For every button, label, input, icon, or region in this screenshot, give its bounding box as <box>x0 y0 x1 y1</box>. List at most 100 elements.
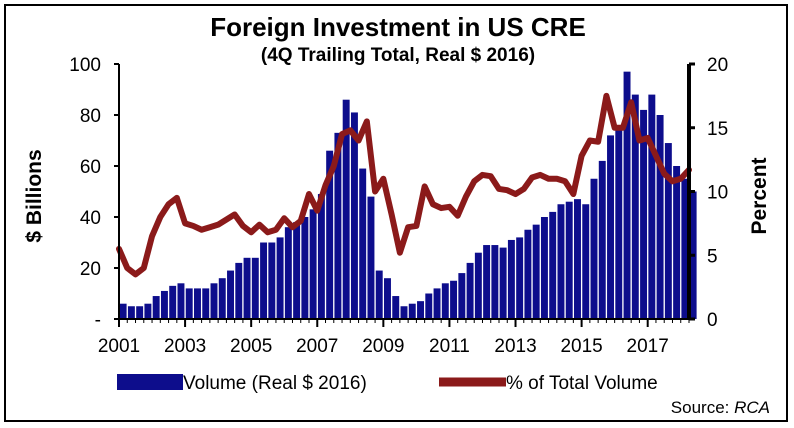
x-tick-label: 2017 <box>627 336 669 357</box>
axes <box>114 62 695 327</box>
volume-bar <box>284 227 292 319</box>
chart-frame: Foreign Investment in US CRE (4Q Trailin… <box>4 4 788 422</box>
volume-bar <box>450 280 458 319</box>
volume-bar <box>598 160 606 319</box>
volume-bar <box>557 204 565 319</box>
volume-bar <box>227 270 234 319</box>
volume-bar <box>607 135 614 319</box>
x-tick-label: 2009 <box>362 336 404 357</box>
volume-bar <box>144 303 152 319</box>
legend-volume-swatch <box>117 374 183 390</box>
volume-bar <box>400 306 408 319</box>
volume-bar <box>549 211 557 319</box>
volume-bar <box>326 150 334 319</box>
volume-bar <box>350 112 358 319</box>
chart-title: Foreign Investment in US CRE <box>210 12 586 42</box>
volume-bar <box>309 209 317 319</box>
volume-bar <box>334 132 342 319</box>
right-tick-label: 20 <box>707 55 728 76</box>
volume-bar <box>169 285 177 319</box>
volume-bar <box>367 196 375 319</box>
volume-bar <box>317 194 325 319</box>
volume-bar <box>582 204 590 319</box>
volume-bar <box>235 262 243 319</box>
x-tick-label: 2001 <box>98 336 140 357</box>
percent-line-group <box>116 92 692 278</box>
left-tick-label: 100 <box>69 55 101 76</box>
volume-bar <box>210 283 218 319</box>
volume-bar <box>136 306 144 319</box>
source-value: RCA <box>734 398 770 417</box>
volume-bar <box>507 239 515 319</box>
volume-bar <box>384 278 391 319</box>
volume-bar <box>623 71 631 320</box>
volume-bar <box>441 283 449 319</box>
legend-percent-label: % of Total Volume <box>506 373 658 394</box>
volume-bar <box>260 242 268 319</box>
x-tick-label: 2005 <box>230 336 272 357</box>
volume-bar <box>185 288 193 319</box>
volume-bar <box>119 303 127 319</box>
volume-bar <box>160 290 168 319</box>
right-tick-label: 10 <box>707 183 728 204</box>
left-tick-label: 60 <box>80 157 101 178</box>
volume-bar <box>408 303 416 319</box>
right-tick-label: 0 <box>707 310 718 331</box>
volume-bar <box>417 301 424 319</box>
right-tick-label: 15 <box>707 119 728 140</box>
volume-bar <box>648 94 656 319</box>
volume-bar <box>631 94 639 319</box>
left-tick-label: 40 <box>80 208 101 229</box>
volume-bar <box>194 288 201 319</box>
volume-bar <box>218 278 226 319</box>
volume-bar <box>375 270 383 319</box>
percent-line <box>116 92 692 278</box>
volume-bar <box>458 273 466 319</box>
volume-bar <box>474 252 482 319</box>
volume-bar <box>293 222 301 319</box>
volume-bar <box>565 201 573 319</box>
volume-bar <box>640 109 648 320</box>
volume-bar <box>524 229 532 319</box>
legend-volume-label: Volume (Real $ 2016) <box>183 373 367 394</box>
volume-bar <box>425 293 433 319</box>
left-tick-label: - <box>95 310 101 331</box>
volume-bar <box>177 283 185 319</box>
volume-bar <box>392 296 400 319</box>
source-note: Source: RCA <box>671 398 770 417</box>
volume-bar <box>251 257 259 319</box>
x-tick-label: 2015 <box>560 336 602 357</box>
volume-bar <box>342 99 350 319</box>
volume-bar <box>574 199 581 319</box>
volume-bar <box>673 166 681 319</box>
left-tick-label: 80 <box>80 106 101 127</box>
volume-bar <box>615 127 623 319</box>
volume-bar <box>268 242 276 319</box>
volume-bar <box>243 257 251 319</box>
volume-bar <box>681 178 689 319</box>
volume-bar <box>590 178 598 319</box>
volume-bars <box>119 71 697 320</box>
volume-bar <box>433 288 441 319</box>
volume-bar <box>359 168 367 319</box>
volume-bar <box>532 224 540 319</box>
x-tick-label: 2003 <box>164 336 206 357</box>
volume-bar <box>152 296 160 319</box>
volume-bar <box>491 245 499 319</box>
volume-bar <box>127 306 135 319</box>
left-tick-label: 20 <box>80 259 101 280</box>
chart-svg: Foreign Investment in US CRE (4Q Trailin… <box>23 12 771 417</box>
chart-subtitle: (4Q Trailing Total, Real $ 2016) <box>261 45 535 66</box>
volume-bar <box>483 245 491 319</box>
volume-bar <box>301 217 309 319</box>
legend: Volume (Real $ 2016) % of Total Volume <box>117 373 658 394</box>
x-tick-label: 2011 <box>429 336 470 357</box>
volume-bar <box>664 143 672 319</box>
volume-bar <box>656 115 664 319</box>
x-tick-label: 2007 <box>296 336 338 357</box>
volume-bar <box>466 262 474 319</box>
volume-bar <box>516 237 524 319</box>
volume-bar <box>202 288 210 319</box>
x-tick-label: 2013 <box>494 336 536 357</box>
volume-bar <box>276 237 284 319</box>
